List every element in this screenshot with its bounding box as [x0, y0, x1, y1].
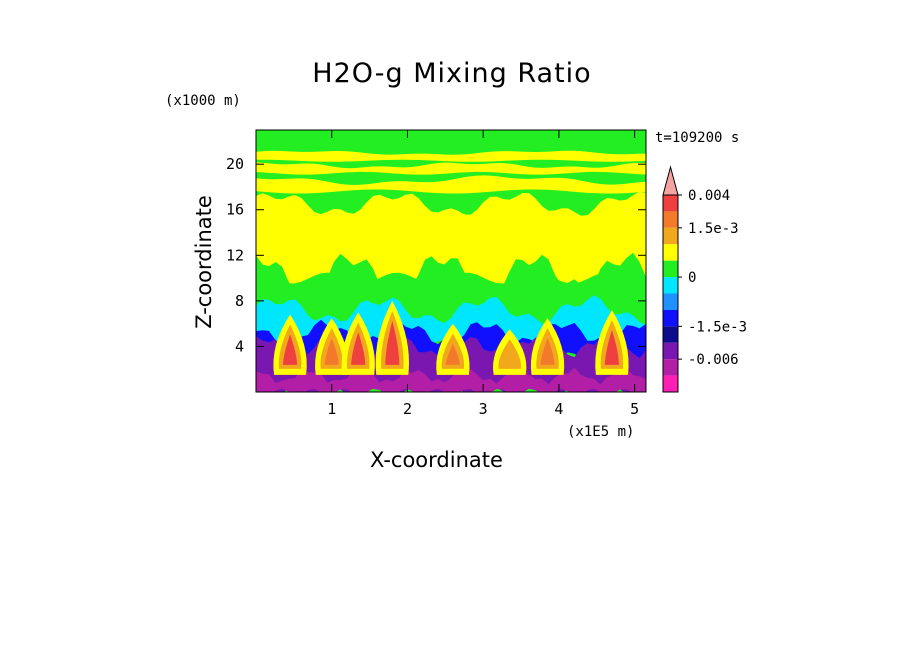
x-axis: 1 2 3 4 5 [327, 130, 639, 418]
colorbar-swatch-6 [663, 293, 678, 310]
y-tick-label-12: 12 [226, 246, 244, 264]
x-tick-label-3: 3 [479, 400, 488, 418]
x-tick-label-4: 4 [554, 400, 563, 418]
plot-frame [255, 129, 647, 393]
colorbar-swatch-4 [663, 260, 678, 278]
field-band-upper-yellow-1 [256, 150, 646, 162]
chart-title: H2O-g Mixing Ratio [312, 58, 592, 89]
x-tick-label-5: 5 [630, 400, 639, 418]
colorbar-swatch-11 [663, 375, 678, 392]
plume-7-core [604, 329, 619, 365]
plume-1-core [324, 337, 339, 365]
x-tick-label-1: 1 [327, 400, 336, 418]
field-band-upper-yellow-2 [256, 162, 646, 175]
y-tick-label-8: 8 [235, 292, 244, 310]
y-tick-label-4: 4 [235, 337, 244, 355]
time-label: t=109200 s [655, 130, 740, 146]
colorbar-swatch-8 [663, 326, 678, 343]
colorbar-swatch-0 [663, 195, 678, 212]
colorbar-label-1: 1.5e-3 [688, 221, 739, 237]
colorbar-label-4: -0.006 [688, 352, 739, 368]
x-axis-unit: (x1E5 m) [567, 424, 635, 440]
y-tick-label-20: 20 [226, 155, 244, 173]
y-axis: 4 8 12 16 20 [226, 155, 646, 355]
field-band-upper-yellow-3 [256, 175, 646, 194]
colorbar-swatch-7 [663, 309, 678, 327]
plume-2-core [351, 332, 366, 365]
colorbar-swatch-9 [663, 342, 678, 360]
contour-field [256, 130, 646, 392]
colorbar: 0.004 1.5e-3 0 -1.5e-3 -0.006 [662, 165, 747, 393]
plume-0-core [283, 334, 298, 365]
plume-4-core [445, 343, 460, 365]
colorbar-arrow [662, 165, 679, 196]
colorbar-label-0: 0.004 [688, 188, 730, 204]
colorbar-swatch-2 [663, 227, 678, 245]
colorbar-swatch-3 [663, 244, 678, 261]
colorbar-label-2: 0 [688, 270, 696, 286]
plume-5-core [502, 349, 517, 365]
plume-6-core [540, 337, 555, 365]
x-tick-label-2: 2 [403, 400, 412, 418]
colorbar-swatch-5 [663, 277, 678, 294]
y-tick-label-16: 16 [226, 201, 244, 219]
colorbar-label-3: -1.5e-3 [688, 319, 747, 335]
plume-3-core [385, 320, 400, 365]
colorbar-swatch-10 [663, 359, 678, 376]
x-axis-label: X-coordinate [370, 448, 503, 472]
colorbar-frame [662, 194, 679, 393]
colorbar-swatch-1 [663, 211, 678, 228]
y-axis-unit: (x1000 m) [165, 93, 241, 109]
